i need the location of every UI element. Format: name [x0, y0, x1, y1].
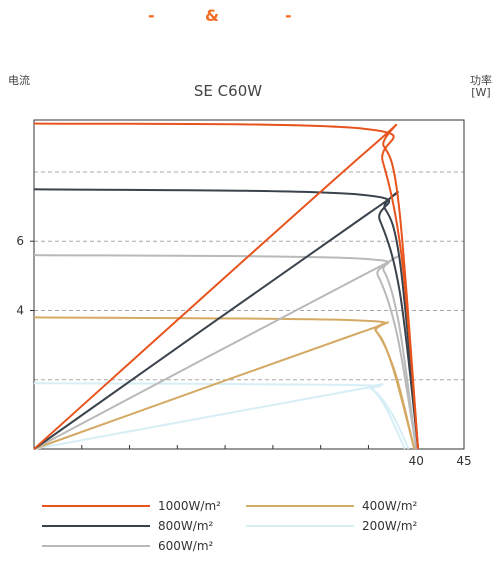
- power-curve: [33, 123, 420, 450]
- legend-item: 800W/m²: [42, 516, 213, 536]
- current-curve: [33, 188, 420, 450]
- legend-swatch: [42, 505, 150, 507]
- legend-label: 400W/m²: [362, 499, 418, 513]
- legend-swatch: [42, 545, 150, 547]
- legend-swatch: [246, 525, 354, 527]
- plot-frame: [33, 119, 465, 450]
- y-tick-label: 6: [16, 234, 24, 248]
- legend-label: 600W/m²: [158, 539, 214, 553]
- legend-item: 400W/m²: [246, 496, 417, 516]
- legend-item: 200W/m²: [246, 516, 417, 536]
- legend-label: 200W/m²: [362, 519, 418, 533]
- current-curve: [33, 122, 420, 450]
- power-curve: [33, 383, 406, 450]
- iv-curve-chart: SE C60W 电流 功率[W] 4 6 40 45: [8, 73, 492, 468]
- power-curve: [33, 191, 420, 450]
- legend-swatch: [246, 505, 354, 507]
- current-curve: [33, 254, 418, 450]
- chart-legend: 1000W/m² 800W/m² 600W/m² 400W/m² 200W/m²: [0, 496, 497, 568]
- header-ampersand: &: [205, 6, 219, 25]
- right-axis-unit: [W]: [471, 86, 490, 99]
- legend-label: 1000W/m²: [158, 499, 221, 513]
- header-dash-right: -: [285, 6, 292, 25]
- right-axis-label: 功率: [470, 73, 492, 87]
- left-axis-label: 电流: [8, 73, 30, 87]
- legend-label: 800W/m²: [158, 519, 214, 533]
- header-dash-left: -: [148, 6, 155, 25]
- x-tick-label: 45: [456, 454, 471, 468]
- x-tick-label: 40: [409, 454, 424, 468]
- legend-item: 1000W/m²: [42, 496, 221, 516]
- legend-item: 600W/m²: [42, 536, 213, 556]
- legend-swatch: [42, 525, 150, 527]
- y-tick-label: 4: [16, 303, 24, 317]
- header-bar: - & -: [0, 6, 497, 28]
- current-curve: [33, 382, 410, 450]
- power-curve: [33, 255, 418, 450]
- current-curve: [33, 316, 416, 450]
- chart-title: SE C60W: [194, 82, 262, 100]
